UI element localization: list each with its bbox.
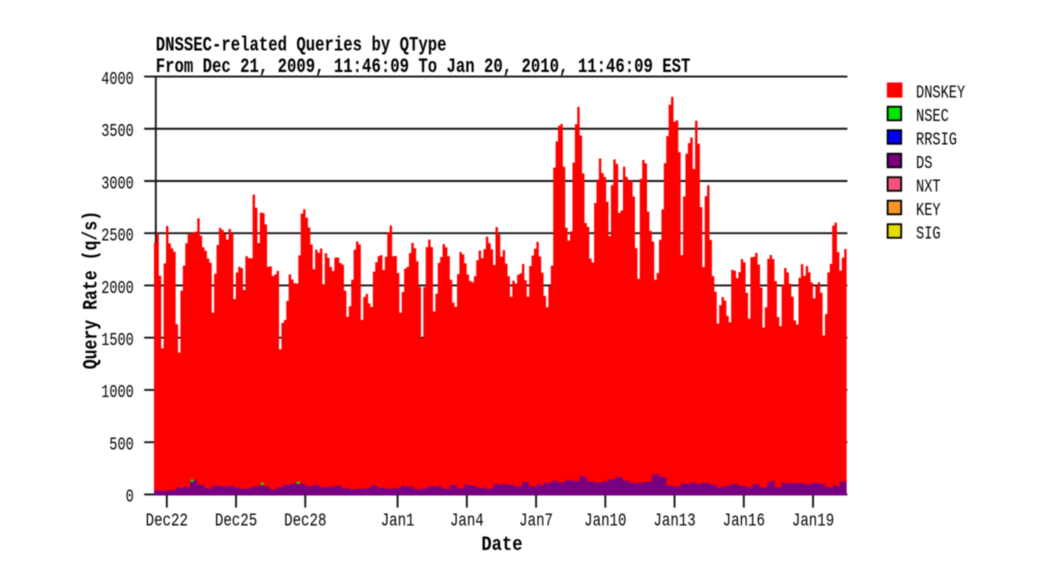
svg-text:Dec25: Dec25 <box>215 511 257 532</box>
svg-text:RRSIG: RRSIG <box>916 130 957 151</box>
svg-text:Date: Date <box>481 534 522 557</box>
svg-text:1500: 1500 <box>101 330 134 351</box>
svg-text:3500: 3500 <box>101 121 134 142</box>
svg-text:Jan19: Jan19 <box>792 511 834 532</box>
svg-text:NXT: NXT <box>916 177 941 198</box>
svg-text:DS: DS <box>916 153 932 174</box>
svg-text:2000: 2000 <box>101 278 134 299</box>
svg-text:0: 0 <box>126 487 134 508</box>
svg-text:4000: 4000 <box>101 69 134 90</box>
svg-text:Jan16: Jan16 <box>723 511 765 532</box>
svg-text:SIG: SIG <box>916 224 941 245</box>
svg-text:Query Rate (q/s): Query Rate (q/s) <box>81 211 104 369</box>
svg-text:NSEC: NSEC <box>916 106 949 127</box>
svg-text:Jan10: Jan10 <box>584 511 626 532</box>
svg-text:Dec22: Dec22 <box>146 511 188 532</box>
svg-text:1000: 1000 <box>101 382 134 403</box>
svg-text:3000: 3000 <box>101 173 134 194</box>
svg-text:Jan7: Jan7 <box>519 511 553 532</box>
svg-text:KEY: KEY <box>916 200 941 221</box>
svg-text:From Dec 21, 2009, 11:46:09 To: From Dec 21, 2009, 11:46:09 To Jan 20, 2… <box>156 56 691 79</box>
svg-text:2500: 2500 <box>101 226 134 247</box>
svg-text:Jan13: Jan13 <box>653 511 695 532</box>
svg-text:DNSKEY: DNSKEY <box>916 83 965 104</box>
svg-text:DNSSEC-related Queries by QTyp: DNSSEC-related Queries by QType <box>156 35 447 58</box>
svg-text:Dec28: Dec28 <box>284 511 326 532</box>
svg-text:Jan1: Jan1 <box>381 511 415 532</box>
svg-text:Jan4: Jan4 <box>450 511 484 532</box>
svg-text:500: 500 <box>109 434 134 455</box>
